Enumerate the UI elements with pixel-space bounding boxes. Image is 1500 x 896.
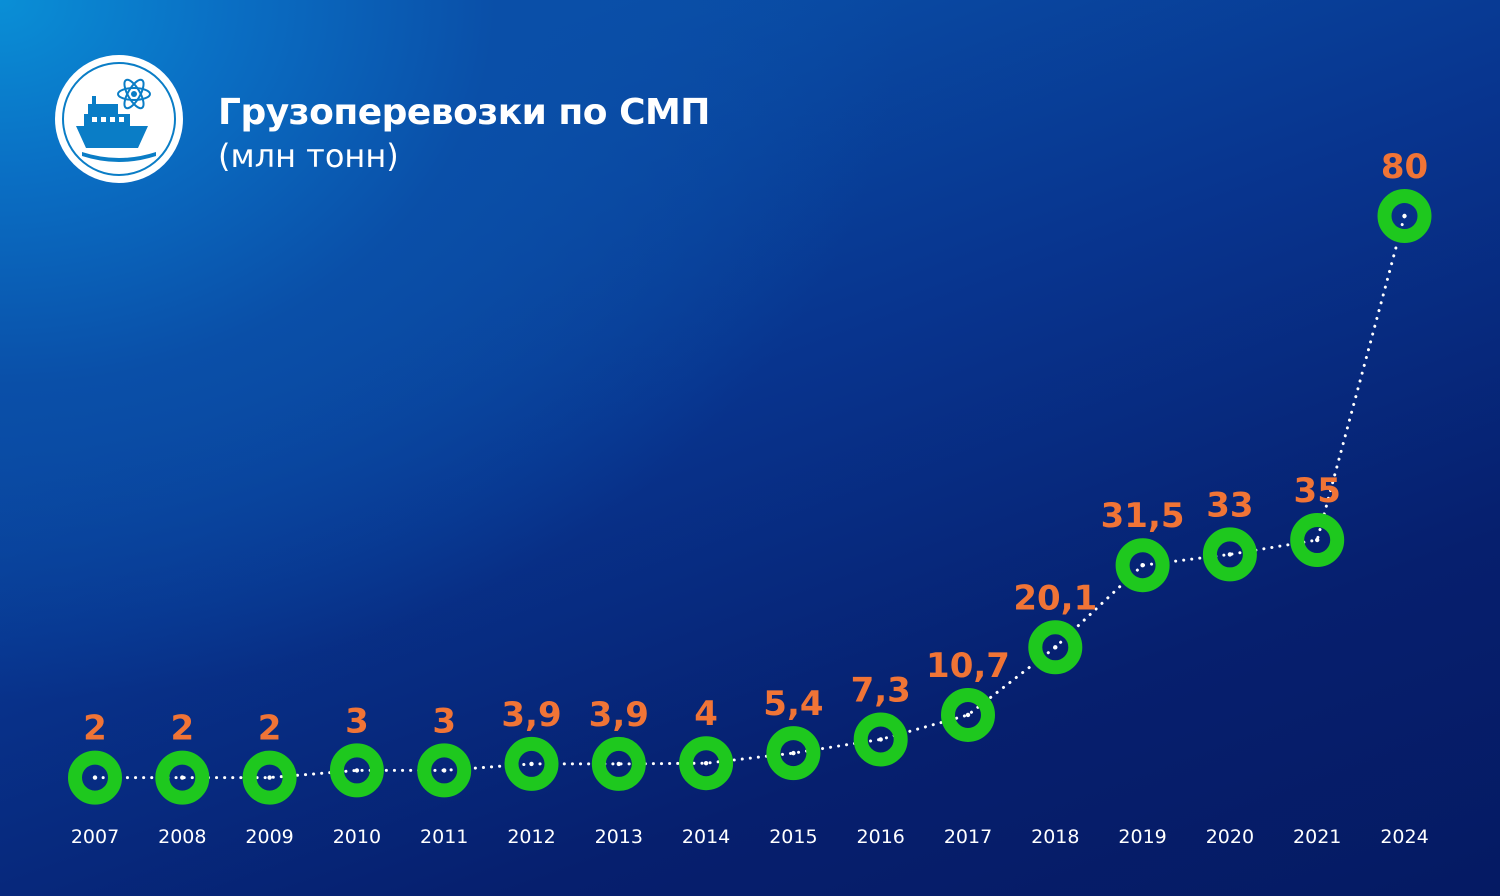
x-axis-tick-layer: 2007 2008 2009 2010 2011 2012 2013 2014 2015 2016… — [71, 826, 1429, 848]
series-line — [93, 214, 1406, 780]
value-label-2016: 7,3 — [851, 670, 911, 710]
marker-center-dot — [965, 712, 971, 718]
x-tick-label-2021: 2021 — [1293, 826, 1341, 848]
marker-center-dot — [1140, 563, 1145, 568]
marker-center-dot — [1315, 537, 1320, 543]
marker-center-dot — [442, 768, 447, 773]
x-tick-label-2017: 2017 — [944, 826, 992, 848]
x-tick-label-2009: 2009 — [245, 826, 293, 848]
chart-subtitle: (млн тонн) — [218, 137, 399, 175]
data-point-2019 — [1115, 538, 1170, 593]
x-tick-label-2010: 2010 — [333, 826, 381, 848]
value-label-2019: 31,5 — [1101, 496, 1185, 536]
data-point-2017 — [941, 687, 995, 742]
marker-center-dot — [703, 761, 709, 766]
x-tick-label-2019: 2019 — [1118, 826, 1166, 848]
marker-ring — [68, 750, 122, 805]
marker-ring — [1290, 513, 1345, 567]
data-point-2010 — [329, 743, 384, 798]
marker-center-dot — [1402, 213, 1407, 219]
marker-ring — [766, 726, 821, 781]
marker-ring — [1202, 527, 1257, 582]
x-tick-label-2018: 2018 — [1031, 826, 1079, 848]
x-tick-label-2020: 2020 — [1206, 826, 1254, 848]
x-tick-label-2014: 2014 — [682, 826, 730, 848]
marker-ring — [941, 687, 995, 742]
data-point-2011 — [417, 743, 472, 798]
x-tick-label-2011: 2011 — [420, 826, 468, 848]
ship-icon — [76, 96, 156, 162]
value-label-2013: 3,9 — [589, 695, 649, 735]
marker-ring — [1377, 189, 1432, 243]
chart-title: Грузоперевозки по СМП — [218, 92, 710, 133]
value-label-2010: 3 — [345, 701, 369, 741]
data-point-2020 — [1202, 527, 1257, 582]
data-point-2016 — [853, 712, 908, 767]
marker-ring — [417, 743, 472, 798]
marker-center-dot — [354, 768, 360, 773]
value-label-2007: 2 — [83, 709, 107, 749]
x-tick-label-2008: 2008 — [158, 826, 206, 848]
marker-center-dot — [1053, 645, 1058, 650]
data-point-2007 — [68, 750, 122, 805]
data-point-2014 — [679, 736, 734, 791]
data-point-2009 — [242, 750, 297, 805]
data-point-2013 — [591, 736, 646, 791]
marker-center-dot — [878, 737, 883, 742]
marker-center-dot — [92, 775, 98, 780]
data-point-2024 — [1377, 189, 1432, 243]
value-label-2008: 2 — [170, 709, 194, 749]
icebreaker-logo — [55, 55, 183, 183]
x-tick-label-2007: 2007 — [71, 826, 119, 848]
x-tick-label-2012: 2012 — [507, 826, 555, 848]
data-point-2008 — [155, 750, 210, 805]
marker-center-dot — [180, 775, 185, 780]
value-label-2018: 20,1 — [1013, 578, 1097, 618]
value-label-2009: 2 — [258, 709, 282, 749]
series-line-layer — [93, 214, 1406, 780]
marker-center-dot — [267, 775, 272, 780]
value-label-2020: 33 — [1206, 485, 1253, 525]
marker-ring — [591, 736, 646, 791]
data-point-2018 — [1028, 620, 1083, 675]
value-label-2017: 10,7 — [926, 646, 1010, 686]
marker-center-dot — [1227, 552, 1233, 557]
data-point-2012 — [504, 736, 559, 791]
value-label-2012: 3,9 — [501, 695, 561, 735]
marker-ring — [1115, 538, 1170, 593]
x-tick-label-2024: 2024 — [1380, 826, 1428, 848]
marker-ring — [1028, 620, 1083, 675]
value-label-2015: 5,4 — [763, 684, 823, 724]
marker-center-dot — [791, 750, 796, 756]
data-point-2015 — [766, 726, 821, 781]
value-label-2021: 35 — [1294, 471, 1341, 511]
marker-ring — [679, 736, 734, 791]
marker-center-dot — [529, 761, 534, 767]
value-label-2024: 80 — [1381, 147, 1428, 187]
marker-ring — [155, 750, 210, 805]
marker-ring — [504, 736, 559, 791]
data-point-2021 — [1290, 513, 1345, 567]
value-label-2014: 4 — [694, 694, 718, 734]
x-tick-label-2015: 2015 — [769, 826, 817, 848]
marker-center-dot — [616, 761, 621, 767]
marker-ring — [242, 750, 297, 805]
x-tick-label-2016: 2016 — [857, 826, 905, 848]
title-block: Грузоперевозки по СМП (млн тонн) — [218, 90, 710, 176]
marker-layer — [68, 189, 1432, 805]
marker-ring — [853, 712, 908, 767]
value-label-2011: 3 — [432, 701, 456, 741]
marker-ring — [329, 743, 384, 798]
atom-icon — [117, 78, 151, 110]
x-tick-label-2013: 2013 — [595, 826, 643, 848]
